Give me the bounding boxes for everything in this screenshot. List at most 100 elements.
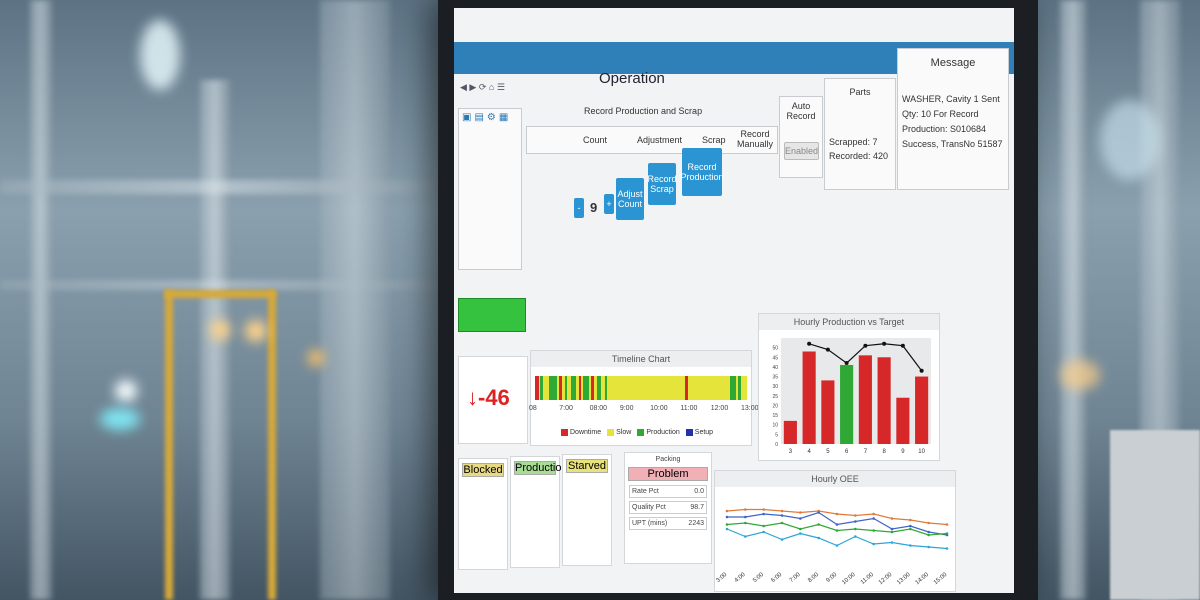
- parts-col: Parts Scrapped: 7 Recorded: 420: [824, 78, 896, 190]
- oee-point: [744, 521, 747, 525]
- message-line-2: Qty: 10 For Record: [902, 109, 979, 119]
- y-tick-label: 25: [772, 394, 778, 400]
- oee-point: [817, 511, 820, 514]
- message-header: Message: [930, 57, 976, 69]
- oee-x-tick-label: 10:00: [841, 572, 857, 587]
- timeline-segment: [579, 376, 581, 400]
- oee-point: [909, 527, 912, 531]
- legend-label: Setup: [694, 429, 714, 436]
- oee-point: [872, 512, 875, 516]
- oee-point: [945, 532, 949, 535]
- downtime-panel: ↓-46: [458, 356, 528, 444]
- oee-point: [872, 529, 875, 532]
- operation-title: Operation: [599, 70, 665, 87]
- downtime-value: ↓-46: [467, 385, 510, 410]
- timeline-segment: [565, 376, 567, 400]
- message-col: Message WASHER, Cavity 1 Sent Qty: 10 Fo…: [897, 48, 1009, 190]
- auto-record-col: Auto Record Enabled: [779, 96, 823, 178]
- oee-point: [762, 512, 765, 516]
- x-tick-label: 4: [807, 449, 811, 455]
- oee-point: [890, 517, 894, 520]
- target-point: [844, 361, 849, 366]
- toolbox-panel: ▣ ▤ ⚙ ▦: [458, 108, 522, 270]
- oee-point: [927, 521, 930, 525]
- hourly-production-title: Hourly Production vs Target: [759, 314, 939, 330]
- station-card: Starved: [562, 454, 612, 566]
- legend-swatch: [637, 429, 645, 436]
- timeline-segment: [605, 376, 607, 400]
- enabled-toggle[interactable]: Enabled: [784, 142, 819, 160]
- record-scrap-button[interactable]: Record Scrap: [648, 163, 677, 205]
- production-bar: [840, 364, 854, 444]
- oee-point: [945, 523, 949, 526]
- count-header: Count: [583, 135, 608, 145]
- timeline-legend-item: Slow: [607, 429, 631, 436]
- timeline-legend-item: Production: [637, 429, 680, 436]
- chart-icon[interactable]: ▤: [474, 112, 484, 123]
- oee-point: [817, 536, 820, 540]
- oee-point: [854, 514, 857, 517]
- oee-x-tick-label: 14:00: [915, 572, 931, 587]
- target-point: [919, 368, 924, 373]
- oee-x-tick-label: 15:00: [933, 572, 949, 587]
- header-row: Count Adjustment Scrap Record Manually: [526, 126, 778, 154]
- station-card: Packing Problem Rate Pct 0.0 Quality Pct 98.7…: [624, 452, 712, 564]
- adjustment-header: Adjustment: [637, 135, 683, 145]
- metric-value: 2243: [688, 520, 704, 527]
- oee-point: [890, 530, 894, 534]
- oee-x-tick-label: 6:00: [770, 572, 783, 585]
- station-status: Blocked: [462, 463, 504, 477]
- increment-button[interactable]: +: [604, 194, 614, 214]
- production-bar: [802, 351, 816, 444]
- oee-point: [835, 529, 839, 532]
- tool-icons: ▣ ▤ ⚙ ▦: [459, 109, 521, 126]
- production-bar: [915, 376, 929, 444]
- legend-label: Production: [646, 429, 680, 436]
- adjust-count-button[interactable]: Adjust Count: [616, 178, 644, 220]
- oee-x-tick-label: 12:00: [878, 572, 894, 587]
- oee-point: [780, 509, 784, 513]
- scrapped-count: Scrapped: 7: [829, 137, 878, 147]
- timeline-tick-label: 10:00: [650, 405, 668, 412]
- timeline-strip: [535, 376, 747, 400]
- oee-x-tick-label: 13:00: [896, 572, 912, 587]
- count-value: 9: [590, 200, 598, 215]
- record-production-subtitle: Record Production and Scrap: [584, 106, 703, 116]
- oee-point: [799, 517, 802, 520]
- timeline-segment: [535, 376, 539, 400]
- station-status: Production: [514, 461, 568, 475]
- record-production-button[interactable]: Record Production: [680, 148, 724, 196]
- message-line-4: Success, TransNo 51587: [902, 139, 1003, 149]
- production-bar: [877, 357, 891, 444]
- save-icon[interactable]: ▣: [462, 112, 472, 123]
- decrement-button[interactable]: -: [574, 198, 584, 218]
- target-point: [900, 343, 905, 348]
- y-tick-label: 30: [772, 384, 778, 390]
- oee-point: [817, 523, 820, 526]
- folder-icon[interactable]: ▦: [498, 112, 509, 123]
- production-bar: [821, 380, 835, 444]
- record-manually-header: Record Manually: [737, 129, 774, 149]
- timeline-legend-item: Setup: [685, 429, 714, 436]
- oee-point: [725, 527, 729, 531]
- y-tick-label: 40: [772, 365, 778, 371]
- station-status: Starved: [566, 459, 608, 473]
- x-tick-label: 7: [864, 449, 868, 455]
- legend-swatch: [607, 429, 615, 436]
- x-tick-label: 6: [845, 449, 849, 455]
- station-status: Problem: [628, 467, 708, 481]
- oee-x-tick-label: 5:00: [752, 572, 765, 585]
- oee-point: [725, 523, 729, 526]
- settings-icon[interactable]: ⚙: [486, 112, 496, 123]
- oee-title: Hourly OEE: [715, 471, 955, 487]
- hourly-production-panel: Hourly Production vs Target 0 5 10 15 20 25 30…: [758, 313, 940, 461]
- oee-chart: 3:00 4:00 5:00 6:00 7:00 8:00 9:00 10:00 11:00 12…: [715, 508, 949, 587]
- timeline-legend: Downtime Slow Production Setup: [561, 423, 751, 441]
- legend-swatch: [561, 429, 568, 436]
- oee-point: [780, 521, 784, 525]
- timeline-tick-label: 13:00: [741, 405, 759, 412]
- legend-label: Downtime: [570, 429, 602, 436]
- legend-swatch: [685, 429, 693, 436]
- oee-point: [872, 542, 875, 546]
